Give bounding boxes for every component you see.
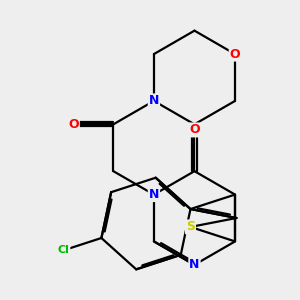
Text: Cl: Cl — [58, 245, 70, 255]
Text: N: N — [189, 258, 200, 271]
Text: N: N — [149, 188, 159, 201]
Text: N: N — [149, 94, 159, 107]
Text: O: O — [189, 124, 200, 136]
Text: O: O — [230, 48, 240, 61]
Text: S: S — [186, 220, 195, 233]
Text: O: O — [68, 118, 79, 131]
